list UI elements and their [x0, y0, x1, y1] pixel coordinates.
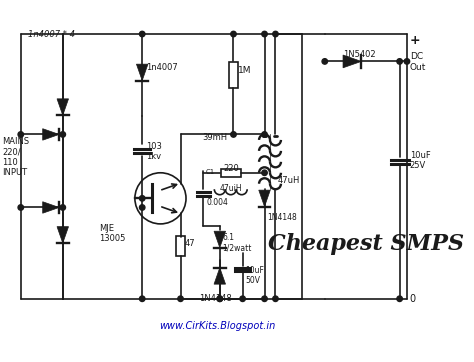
Text: 0: 0 [410, 294, 416, 304]
Polygon shape [343, 55, 361, 68]
Circle shape [60, 132, 65, 137]
Circle shape [178, 296, 183, 302]
Text: 1N4148: 1N4148 [199, 294, 232, 303]
Circle shape [139, 296, 145, 302]
Circle shape [139, 195, 145, 201]
Text: 10uF
50V: 10uF 50V [246, 266, 264, 285]
Circle shape [397, 296, 402, 302]
Text: 1N5402: 1N5402 [343, 50, 376, 59]
Text: DC
Out: DC Out [410, 52, 426, 72]
Text: MJE
13005: MJE 13005 [99, 224, 126, 243]
Text: 47uiH: 47uiH [220, 184, 242, 193]
Polygon shape [43, 129, 59, 140]
Circle shape [240, 296, 246, 302]
Polygon shape [43, 202, 59, 213]
Text: 6.1
1/2watt: 6.1 1/2watt [222, 233, 252, 252]
Circle shape [397, 59, 402, 64]
Circle shape [231, 132, 236, 137]
Polygon shape [214, 231, 226, 248]
Text: C1: C1 [206, 169, 215, 175]
Text: 10uF
25V: 10uF 25V [410, 151, 430, 170]
Polygon shape [214, 268, 226, 284]
Text: 39mH: 39mH [202, 132, 227, 142]
Bar [221, 169, 241, 177]
Circle shape [139, 31, 145, 37]
Polygon shape [57, 227, 69, 243]
Text: 0.004: 0.004 [206, 198, 228, 207]
Circle shape [273, 296, 278, 302]
Text: 1n4007: 1n4007 [146, 63, 178, 72]
Polygon shape [137, 64, 148, 81]
Text: 220: 220 [223, 164, 239, 173]
Circle shape [262, 296, 267, 302]
Polygon shape [259, 190, 270, 207]
Circle shape [273, 31, 278, 37]
Text: 1n4007 * 4: 1n4007 * 4 [28, 30, 75, 39]
Circle shape [217, 296, 222, 302]
Circle shape [404, 59, 410, 64]
Text: 47uH: 47uH [277, 176, 300, 185]
Text: 103
1kv: 103 1kv [146, 142, 162, 161]
Text: 1N4148: 1N4148 [267, 213, 297, 222]
Polygon shape [57, 99, 69, 115]
Circle shape [231, 31, 236, 37]
Text: 47: 47 [184, 239, 195, 248]
Bar [229, 62, 237, 88]
Circle shape [60, 205, 65, 210]
Text: Cheapest SMPS: Cheapest SMPS [268, 233, 464, 255]
Circle shape [217, 296, 222, 302]
Circle shape [18, 205, 24, 210]
Circle shape [262, 31, 267, 37]
Text: 1M: 1M [238, 66, 252, 75]
Circle shape [139, 205, 145, 210]
Circle shape [262, 132, 267, 137]
Bar [176, 236, 185, 256]
Circle shape [322, 59, 328, 64]
Circle shape [18, 132, 24, 137]
Text: +: + [410, 34, 420, 47]
Circle shape [262, 170, 267, 176]
Text: MAINS
220/
110
INPUT: MAINS 220/ 110 INPUT [2, 137, 30, 177]
Text: www.CirKits.Blogspot.in: www.CirKits.Blogspot.in [159, 321, 275, 331]
